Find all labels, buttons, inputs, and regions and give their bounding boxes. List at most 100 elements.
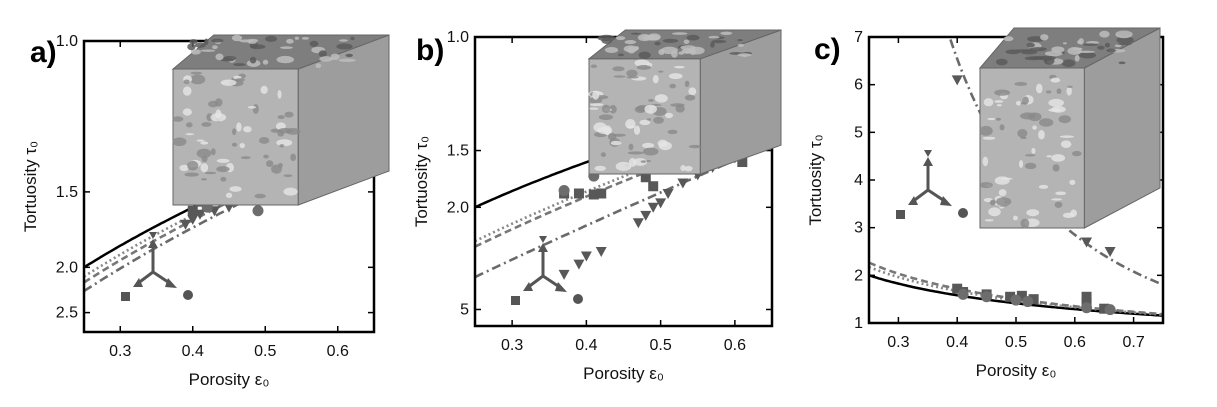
x-tick-label: 0.3 — [501, 337, 523, 354]
inset-grain — [1074, 54, 1080, 62]
inset-grain — [646, 118, 652, 121]
inset-grain — [633, 158, 648, 166]
data-point-triangle — [632, 218, 644, 229]
data-point-circle — [1022, 296, 1034, 308]
triangle-down-marker — [539, 236, 547, 243]
inset-grain — [172, 116, 184, 122]
inset-grain — [232, 128, 237, 136]
inset-grain — [1054, 201, 1063, 208]
inset-grain — [1061, 59, 1076, 67]
inset-grain — [627, 151, 644, 155]
inset-grain — [1026, 42, 1035, 48]
inset-grain — [1058, 115, 1072, 124]
inset-grain — [708, 35, 720, 39]
inset-grain — [254, 193, 266, 199]
inset-grain — [654, 94, 668, 103]
inset-grain — [669, 83, 676, 89]
inset-grain — [1048, 98, 1064, 107]
data-point-triangle — [951, 75, 963, 86]
inset-grain — [1106, 48, 1116, 53]
y-tick-label: 2.0 — [56, 259, 78, 276]
inset-grain — [675, 104, 685, 113]
inset-grain — [182, 86, 192, 96]
inset-grain — [301, 37, 310, 40]
x-tick-label: 0.5 — [650, 337, 672, 354]
inset-grain — [979, 125, 993, 136]
data-point-circle — [1104, 304, 1116, 316]
x-tick-label: 0.4 — [182, 343, 204, 360]
inset-grain — [674, 65, 685, 69]
inset-grain — [1078, 38, 1084, 45]
data-point-square — [596, 188, 607, 199]
inset-grain — [172, 137, 187, 147]
inset-grain — [283, 174, 293, 178]
inset-grain — [1118, 61, 1126, 65]
x-tick-label: 0.3 — [109, 343, 131, 360]
x-tick-label: 0.6 — [1064, 334, 1086, 351]
inset-grain — [270, 128, 280, 133]
inset-grain — [1099, 30, 1110, 38]
inset-grain — [1000, 177, 1013, 180]
inset-grain — [240, 156, 251, 159]
data-point-triangle — [640, 210, 652, 221]
inset-grain — [290, 153, 297, 162]
inset-grain — [711, 39, 727, 44]
y-tick-label: 6 — [854, 77, 863, 94]
inset-grain — [339, 39, 348, 42]
inset-grain — [1003, 36, 1014, 42]
inset-grain — [200, 49, 216, 52]
inset-grain — [283, 187, 298, 196]
inset-grain — [613, 75, 626, 78]
inset-grain — [1020, 49, 1038, 55]
inset-grain — [610, 140, 622, 146]
inset-grain — [684, 165, 693, 172]
y-tick-label: 1.5 — [447, 143, 469, 160]
inset-grain — [640, 160, 647, 163]
inset-grain — [647, 33, 661, 41]
square-marker — [896, 210, 905, 219]
data-point-circle — [558, 184, 570, 196]
inset-grain — [654, 41, 661, 46]
square-marker — [121, 292, 130, 301]
x-axis-label: Porosity ε₀ — [189, 370, 270, 389]
inset-grain — [210, 113, 227, 122]
inset-grain — [236, 122, 242, 132]
inset-grain — [989, 199, 996, 206]
inset-grain — [187, 43, 196, 51]
inset-grain — [999, 124, 1005, 131]
data-point-triangle — [187, 214, 199, 225]
x-axis-label: Porosity ε₀ — [976, 361, 1057, 380]
inset-grain — [988, 207, 1001, 217]
x-tick-label: 0.5 — [1005, 334, 1027, 351]
inset-grain — [590, 103, 604, 107]
y-axis-label: Tortuosity τ₀ — [806, 134, 825, 225]
inset-grain — [1056, 88, 1062, 95]
inset-grain — [1014, 81, 1028, 86]
inset-grain — [279, 144, 285, 148]
inset-grain — [1022, 96, 1029, 105]
inset-grain — [247, 105, 257, 109]
inset-grain — [1017, 128, 1028, 138]
inset-grain — [1051, 198, 1063, 201]
inset-grain — [200, 178, 207, 181]
inset-grain — [319, 56, 333, 62]
inset-grain — [628, 158, 637, 167]
data-point-circle — [981, 291, 993, 303]
inset-grain — [588, 97, 603, 104]
data-point-triangle — [662, 188, 674, 199]
inset-grain — [592, 90, 600, 100]
data-point-triangle — [558, 269, 570, 280]
inset-grain — [995, 117, 1002, 121]
data-point-triangle — [1081, 237, 1093, 248]
inset-grain — [996, 58, 1008, 66]
inset-grain — [276, 55, 295, 64]
points-group — [951, 75, 1116, 316]
inset-grain — [668, 73, 683, 80]
data-point-triangle — [595, 246, 607, 257]
inset-grain — [1060, 140, 1072, 149]
direction-legend-icon-2 — [896, 150, 968, 219]
x-tick-label: 0.3 — [887, 334, 909, 351]
inset-grain — [1097, 45, 1105, 50]
inset-grain — [609, 104, 617, 114]
inset-grain — [684, 80, 690, 88]
